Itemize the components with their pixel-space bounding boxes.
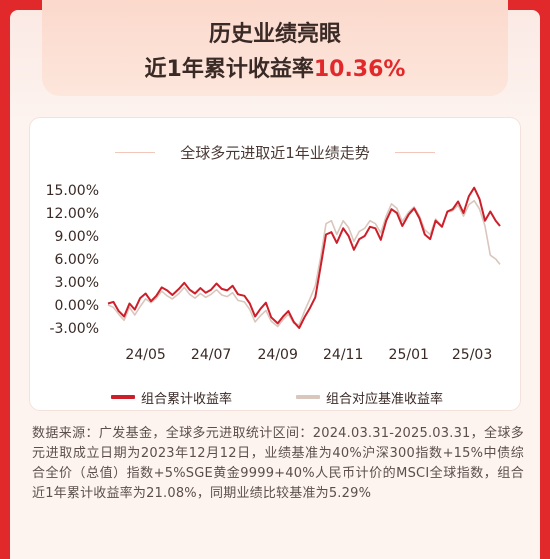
x-tick-label: 24/07 xyxy=(191,347,231,363)
x-axis-ticks: 24/05 24/07 24/09 24/11 25/01 25/03 xyxy=(125,347,492,363)
headline-banner xyxy=(42,0,508,96)
y-tick-label: 6.00% xyxy=(55,252,99,268)
y-tick-label: -3.00% xyxy=(49,321,99,337)
headline-subtitle: 近1年累计收益率10.36% xyxy=(0,51,550,83)
x-tick-label: 25/03 xyxy=(452,347,492,363)
footnote-text: 数据来源：广发基金，全球多元进取统计区间：2024.03.31-2025.03.… xyxy=(32,426,524,501)
headline-subtitle-prefix: 近1年累计收益率 xyxy=(144,57,314,82)
chart-card xyxy=(30,118,520,410)
y-tick-label: 9.00% xyxy=(55,229,99,245)
legend-label-benchmark: 组合对应基准收益率 xyxy=(326,392,444,407)
x-tick-label: 24/09 xyxy=(258,347,298,363)
headline-title: 历史业绩亮眼 xyxy=(208,22,341,47)
x-tick-label: 24/11 xyxy=(323,347,363,363)
legend-swatch-benchmark xyxy=(296,395,320,399)
chart-title: 全球多元进取近1年业绩走势 xyxy=(180,144,370,162)
y-tick-label: 15.00% xyxy=(46,183,99,199)
y-tick-label: 12.00% xyxy=(46,206,99,222)
legend-label-portfolio: 组合累计收益率 xyxy=(141,392,233,407)
headline-return-value: 10.36% xyxy=(313,57,406,82)
title-decor-right xyxy=(395,152,435,153)
y-tick-label: 0.00% xyxy=(55,298,99,314)
y-axis-ticks: 15.00% 12.00% 9.00% 6.00% 3.00% 0.00% -3.00% xyxy=(46,183,99,337)
x-tick-label: 24/05 xyxy=(125,347,165,363)
legend-swatch-portfolio xyxy=(111,395,135,399)
title-decor-left xyxy=(115,152,155,153)
series-line-benchmark xyxy=(107,199,501,328)
series-line-portfolio xyxy=(107,186,501,329)
y-tick-label: 3.00% xyxy=(55,275,99,291)
x-tick-label: 25/01 xyxy=(389,347,429,363)
